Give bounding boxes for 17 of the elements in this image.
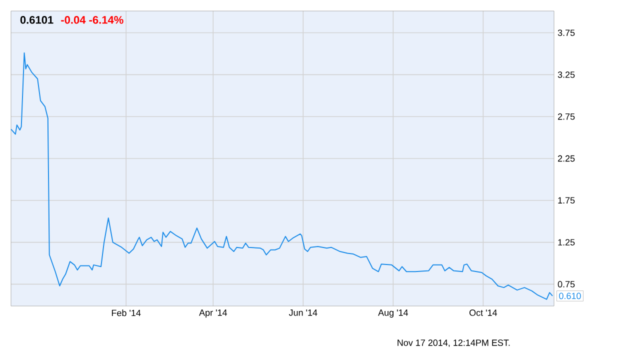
y-tick-label: 1.75 bbox=[558, 197, 575, 204]
line-series bbox=[10, 52, 554, 300]
x-tick-label: Aug '14 bbox=[378, 310, 408, 318]
y-tick-label: 2.75 bbox=[558, 113, 575, 120]
x-tick-label: Oct '14 bbox=[469, 310, 498, 316]
chart-title: 0.6101 bbox=[20, 16, 54, 24]
y-tick-label: 1.25 bbox=[558, 239, 575, 246]
y-tick-label: 3.25 bbox=[558, 72, 575, 78]
x-tick-label: Jun '14 bbox=[288, 310, 318, 316]
x-tick-label: Feb '14 bbox=[112, 310, 141, 316]
annotation: 0.610 bbox=[559, 292, 581, 300]
y-tick-label: 2.25 bbox=[558, 155, 575, 162]
chart-subtitle: -0.04 -6.14% bbox=[61, 16, 124, 24]
y-tick-label: 0.75 bbox=[558, 281, 575, 288]
x-tick-label: Apr '14 bbox=[199, 310, 227, 318]
text: Nov 17 2014, 12:14PM EST. bbox=[398, 340, 510, 347]
y-tick-label: 3.75 bbox=[558, 30, 575, 36]
